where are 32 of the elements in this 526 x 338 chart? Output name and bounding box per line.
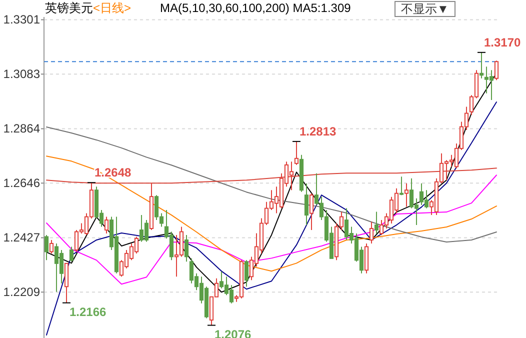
candlestick bbox=[304, 182, 309, 226]
candlestick bbox=[294, 140, 299, 166]
y-tick-label: 1.3083 bbox=[3, 67, 40, 82]
annotation: 1.3170 bbox=[484, 35, 522, 50]
annotation: 1.2166 bbox=[70, 304, 107, 319]
candlestick bbox=[244, 260, 249, 288]
annotation: 1.2813 bbox=[300, 124, 337, 138]
line-series bbox=[46, 102, 497, 336]
chart-subtitle: <日线> bbox=[93, 1, 132, 15]
text: MA(5,10,30,60,100,200) MA5:1.309 bbox=[160, 1, 352, 15]
annotation: 1.2076 bbox=[214, 327, 252, 338]
candlestick bbox=[494, 60, 499, 81]
candlestick bbox=[364, 242, 369, 274]
y-tick-label: 1.2209 bbox=[3, 285, 40, 300]
candlestick bbox=[49, 239, 54, 254]
candlestick bbox=[404, 182, 409, 208]
candlestick bbox=[369, 221, 374, 244]
candlestick bbox=[374, 211, 379, 234]
candlestick bbox=[64, 262, 69, 304]
candlestick bbox=[309, 192, 314, 230]
y-tick-label: 1.2427 bbox=[3, 230, 40, 245]
candlestick bbox=[479, 52, 484, 79]
y-tick-label: 1.3301 bbox=[3, 12, 40, 27]
chart-title: 英镑美元 bbox=[45, 1, 93, 15]
text: 不显示▼ bbox=[401, 2, 449, 16]
y-tick-label: 1.2646 bbox=[3, 176, 40, 190]
candlestick bbox=[104, 216, 109, 234]
candlestick bbox=[184, 234, 189, 262]
candlestick bbox=[69, 246, 74, 262]
y-tick-label: 1.2864 bbox=[3, 122, 40, 136]
line-series bbox=[46, 126, 497, 242]
candlestick bbox=[399, 176, 404, 196]
